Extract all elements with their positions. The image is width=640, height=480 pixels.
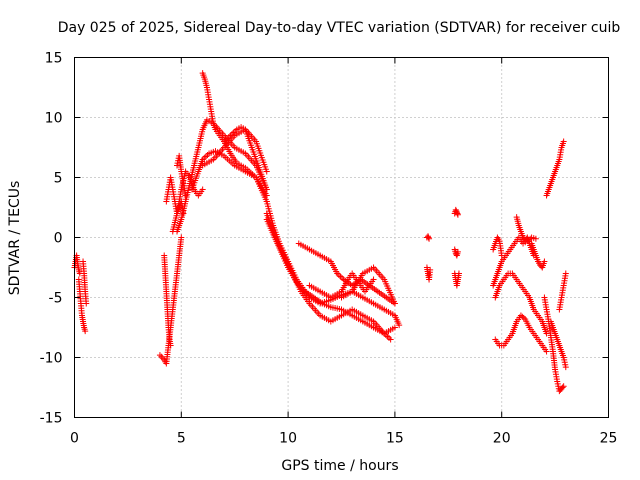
x-tick-label: 0 xyxy=(70,431,79,447)
y-tick-label: 5 xyxy=(54,171,63,187)
data-point xyxy=(498,252,505,259)
data-point xyxy=(370,276,377,283)
x-tick-label: 15 xyxy=(386,431,404,447)
data-point xyxy=(562,364,569,371)
data-point xyxy=(454,210,461,217)
data-point xyxy=(426,235,433,242)
chart-title: Day 025 of 2025, Sidereal Day-to-day VTE… xyxy=(58,20,621,36)
data-point xyxy=(427,266,434,273)
data-point xyxy=(454,211,461,218)
data-point xyxy=(387,336,394,343)
data-point xyxy=(425,234,432,241)
data-point xyxy=(167,342,174,349)
data-point xyxy=(562,270,569,277)
data-point xyxy=(178,234,185,241)
x-tick-label: 10 xyxy=(279,431,297,447)
data-point xyxy=(82,328,89,335)
data-point xyxy=(559,384,566,391)
x-tick-label: 20 xyxy=(493,431,511,447)
x-tick-labels: 0 5 10 15 20 25 xyxy=(70,431,617,447)
data-point xyxy=(532,235,539,242)
data-point xyxy=(560,383,567,390)
data-point xyxy=(263,186,270,193)
data-point xyxy=(391,300,398,307)
y-tick-label: -10 xyxy=(40,351,63,367)
data-point xyxy=(560,138,567,145)
data-point xyxy=(454,248,461,255)
data-point xyxy=(541,258,548,265)
y-tick-label: 10 xyxy=(45,111,63,127)
x-tick-label: 25 xyxy=(600,431,618,447)
data-point xyxy=(199,186,206,193)
data-points xyxy=(71,70,569,395)
data-point xyxy=(543,348,550,355)
y-tick-label: -15 xyxy=(40,411,63,427)
y-tick-label: -5 xyxy=(49,291,63,307)
x-axis-label: GPS time / hours xyxy=(281,458,398,474)
data-point xyxy=(83,300,90,307)
grid-lines xyxy=(74,57,609,418)
data-point xyxy=(263,168,270,175)
y-axis-label: SDTVAR / TECUs xyxy=(7,181,23,296)
data-point xyxy=(396,322,403,329)
data-point xyxy=(455,270,462,277)
plot-frame xyxy=(74,57,609,418)
data-point xyxy=(391,324,398,331)
x-tick-label: 5 xyxy=(177,431,186,447)
y-tick-label: 15 xyxy=(45,51,63,67)
data-point xyxy=(520,314,527,321)
y-tick-labels: -15 -10 -5 0 5 10 15 xyxy=(40,51,63,427)
y-tick-label: 0 xyxy=(54,231,63,247)
